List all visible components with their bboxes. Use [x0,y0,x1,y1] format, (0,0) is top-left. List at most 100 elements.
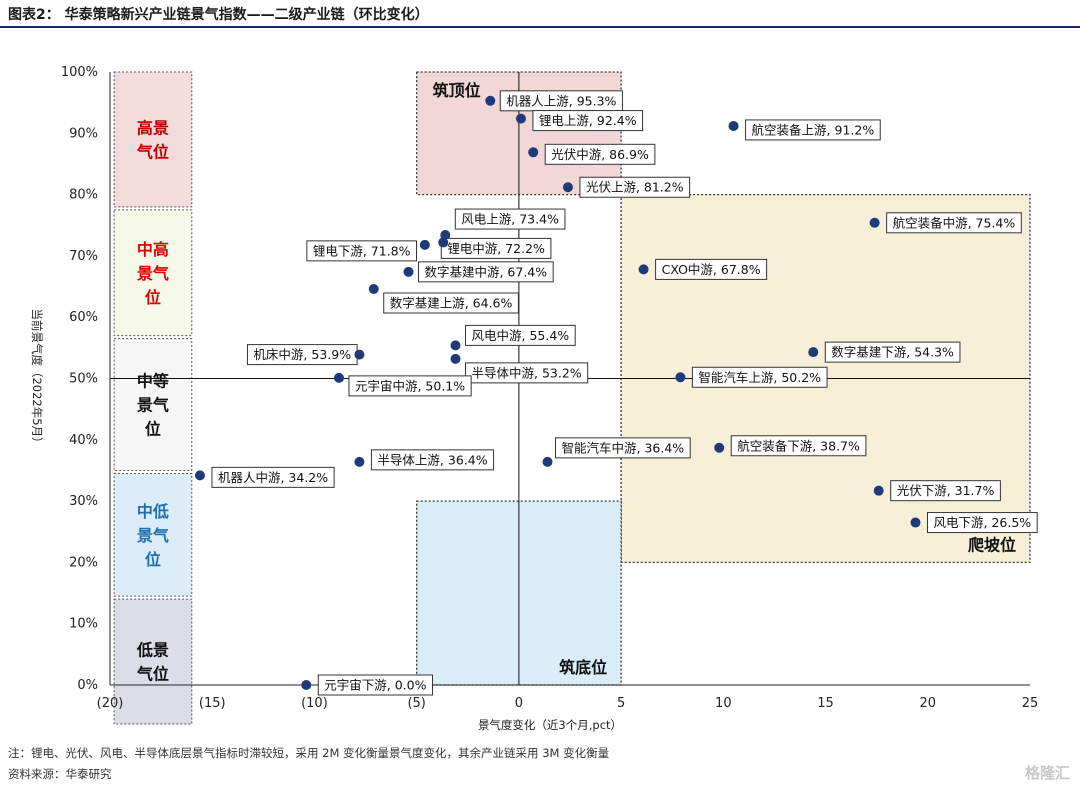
data-point [194,470,205,481]
y-tick-label: 80% [69,188,98,203]
point-label: 风电下游, 26.5% [934,515,1032,530]
data-point [869,217,880,228]
x-tick-label: 20 [920,696,937,711]
point-label: 半导体上游, 36.4% [377,452,487,467]
point-label: 智能汽车中游, 36.4% [562,440,685,455]
data-point [419,239,430,250]
data-point [301,680,312,690]
data-point [675,372,686,383]
point-label-box [454,208,566,230]
zone-label-1: 爬坡位 [967,535,1016,554]
point-label-box [886,212,1022,234]
tier-box-0 [113,71,193,208]
data-point [728,120,739,131]
point-label-box [890,480,1001,502]
point-label-box [927,512,1038,534]
x-tick-label: (20) [97,696,124,711]
point-label: 机床中游, 53.9% [253,347,351,362]
y-tick-label: 100% [61,65,98,80]
point-label-box [211,466,335,488]
zone-label-2: 筑底位 [559,658,607,677]
data-point [562,182,573,193]
zone-label-0: 筑顶位 [433,81,481,100]
tier-label-1: 中高景气位 [137,240,169,307]
point-label: 锂电中游, 72.2% [447,241,545,256]
source-note: 资料来源：华泰研究 [8,767,112,781]
point-label: 元宇宙中游, 50.1% [355,378,465,393]
title-rule [0,26,1080,28]
y-tick-label: 40% [69,433,98,448]
data-point [714,442,725,453]
y-tick-label: 50% [69,372,98,387]
tier-box-4 [113,598,193,725]
point-label: 航空装备上游, 91.2% [752,122,875,137]
figure-title: 图表2： 华泰策略新兴产业链景气指数——二级产业链（环比变化） [8,7,429,23]
data-point [485,95,496,106]
point-label-box [579,176,691,198]
point-label: 智能汽车上游, 50.2% [698,370,821,385]
point-label-box [317,674,433,696]
point-label: CXO中游, 67.8% [662,262,761,277]
y-tick-label: 70% [69,249,98,264]
watermark-logo: 格隆汇 [1024,764,1070,782]
point-label: 机器人中游, 34.2% [218,470,328,485]
point-label-box [730,435,867,457]
y-tick-label: 60% [69,310,98,325]
x-tick-label: 0 [515,696,523,711]
data-point [354,456,365,467]
data-point [403,266,414,277]
point-label-box [745,119,881,141]
point-label: 风电中游, 55.4% [472,328,570,343]
y-tick-label: 30% [69,494,98,509]
data-point [873,485,884,496]
x-tick-label: 5 [617,696,625,711]
point-label-box [465,324,576,346]
data-point [368,284,379,295]
point-label-box [465,362,589,384]
point-label: 光伏中游, 86.9% [551,147,649,162]
point-label: 数字基建中游, 67.4% [424,264,547,279]
point-label: 航空装备下游, 38.7% [737,438,860,453]
point-label: 锂电下游, 71.8% [313,243,411,258]
point-label-box [655,258,768,280]
tier-label-3: 中低景气位 [137,502,169,569]
point-label-box [348,375,472,397]
y-tick-label: 0% [77,678,98,693]
tier-box-1 [113,209,193,337]
data-point [528,147,539,158]
data-point [515,113,526,124]
point-label: 元宇宙下游, 0.0% [324,678,426,693]
data-point [354,349,365,360]
tier-label-2: 中等景气位 [137,372,169,439]
x-tick-label: (10) [301,696,328,711]
point-label: 锂电上游, 92.4% [539,113,637,128]
data-point [542,456,553,467]
point-label-box [824,341,961,363]
data-point [910,517,921,528]
data-point [808,347,819,358]
x-tick-label: 25 [1022,696,1039,711]
x-tick-label: 15 [817,696,834,711]
point-label-box [544,143,656,165]
point-label: 数字基建下游, 54.3% [831,345,954,360]
point-label: 航空装备中游, 75.4% [893,215,1016,230]
y-axis-label: 当前景气度（2022年5月） [30,308,44,448]
point-label-box [691,366,828,388]
x-tick-label: (5) [407,696,425,711]
point-label: 光伏上游, 81.2% [586,180,684,195]
tier-box-3 [113,473,193,597]
point-label-box [555,437,691,459]
data-point [333,372,344,383]
point-label: 数字基建上游, 64.6% [390,296,513,311]
x-axis-label: 景气度变化（近3个月,pct） [478,718,622,732]
point-label: 半导体中游, 53.2% [472,365,582,380]
point-label-box [417,261,554,283]
point-label-box [306,240,418,262]
point-label: 光伏下游, 31.7% [897,483,995,498]
y-tick-label: 20% [69,555,98,570]
x-tick-label: 10 [715,696,732,711]
tier-label-4: 低景气位 [136,641,169,684]
point-label: 机器人上游, 95.3% [506,93,616,108]
tier-box-2 [113,338,193,471]
